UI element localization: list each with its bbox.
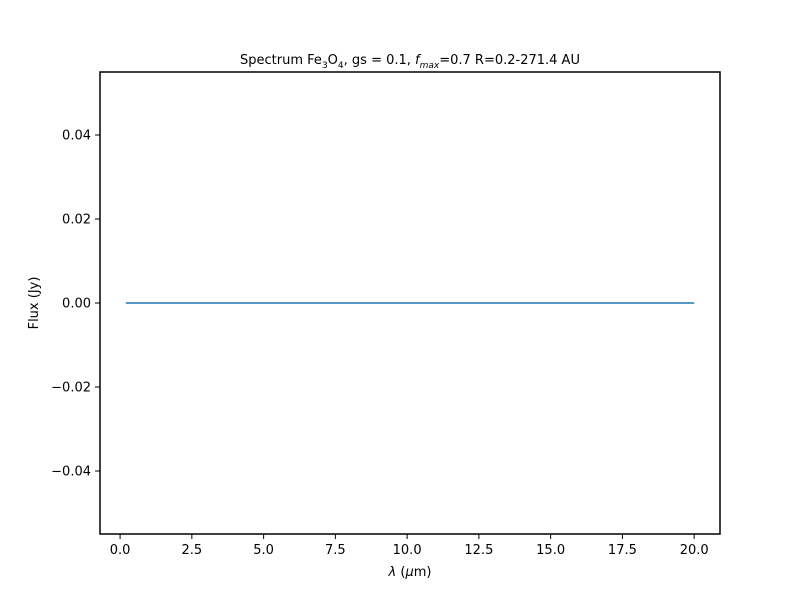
y-tick-label: −0.02 (51, 381, 91, 396)
y-tick-label: 0.04 (62, 129, 91, 144)
y-tick-label: 0.00 (62, 297, 91, 312)
x-axis-ticks: 0.0 2.5 5.0 7.5 10.0 12.5 15.0 17.5 20.0 (110, 534, 709, 558)
x-tick-label: 7.5 (325, 543, 346, 558)
x-tick-label: 0.0 (110, 543, 131, 558)
y-tick-label: −0.04 (51, 465, 91, 480)
x-tick-label: 12.5 (464, 543, 493, 558)
x-axis-label: λ (μm) (388, 565, 432, 580)
x-tick-label: 20.0 (680, 543, 709, 558)
x-tick-label: 5.0 (253, 543, 274, 558)
x-tick-label: 2.5 (182, 543, 203, 558)
y-tick-label: 0.02 (62, 213, 91, 228)
x-tick-label: 10.0 (393, 543, 422, 558)
chart-title: Spectrum Fe3O4, gs = 0.1, fmax=0.7 R=0.2… (240, 53, 580, 71)
x-tick-label: 15.0 (536, 543, 565, 558)
x-tick-label: 17.5 (608, 543, 637, 558)
y-axis-label: Flux (Jy) (27, 277, 42, 330)
y-axis-ticks: 0.04 0.02 0.00 −0.02 −0.04 (51, 129, 100, 480)
